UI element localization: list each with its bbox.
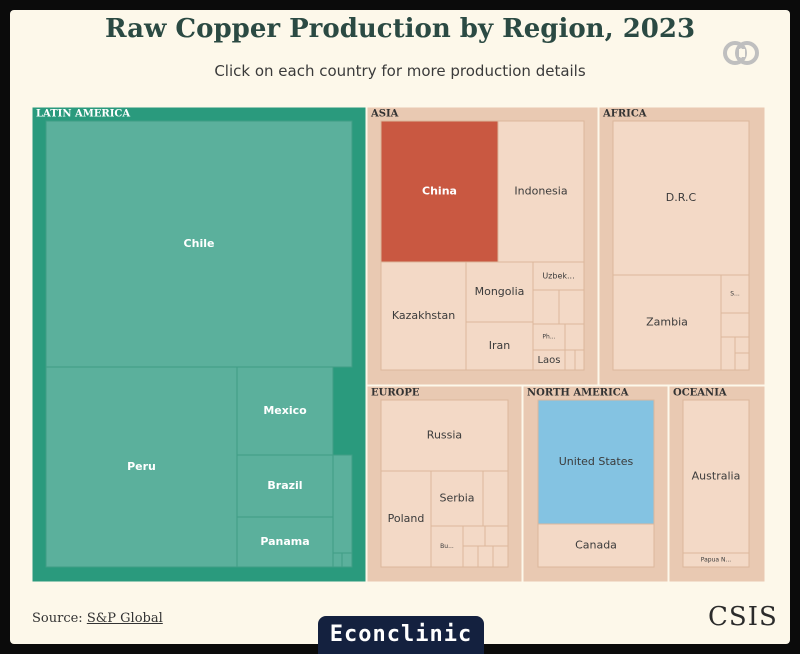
country-cell-ph[interactable] xyxy=(532,323,566,351)
filler-cell-asia-3[interactable] xyxy=(564,349,576,371)
filler-cell-asia-2[interactable] xyxy=(564,323,585,351)
filler-cell-africa-1[interactable] xyxy=(720,336,736,371)
country-label-mexico: Mexico xyxy=(263,404,307,417)
country-label-brazil: Brazil xyxy=(267,479,302,492)
country-cell-uzbek[interactable] xyxy=(532,261,585,291)
country-cell-china[interactable] xyxy=(380,120,499,263)
country-label-d-r-c: D.R.C xyxy=(666,191,697,204)
source-prefix: Source: xyxy=(32,611,87,626)
country-cell-canada[interactable] xyxy=(537,523,655,568)
filler-cell-latin-america-0[interactable] xyxy=(332,454,353,554)
country-label-zambia: Zambia xyxy=(646,316,688,329)
filler-cell-africa-3[interactable] xyxy=(734,352,750,371)
country-cell-brazil[interactable] xyxy=(236,454,334,518)
country-cell-papua-n[interactable] xyxy=(682,552,750,568)
region-label-north-america: NORTH AMERICA xyxy=(527,388,629,399)
country-label-chile: Chile xyxy=(184,237,215,250)
country-label-serbia: Serbia xyxy=(439,492,474,505)
country-label-indonesia: Indonesia xyxy=(514,185,567,198)
country-label-panama: Panama xyxy=(260,535,309,548)
filler-cell-europe-3[interactable] xyxy=(462,545,479,568)
country-label-uzbek: Uzbek... xyxy=(542,272,574,281)
country-cell-poland[interactable] xyxy=(380,470,432,568)
country-label-australia: Australia xyxy=(692,470,741,483)
country-label-laos: Laos xyxy=(537,355,560,366)
country-label-russia: Russia xyxy=(427,429,462,442)
country-cell-s[interactable] xyxy=(720,274,750,314)
filler-cell-africa-2[interactable] xyxy=(734,336,750,354)
country-label-china: China xyxy=(422,185,457,198)
country-cell-d-r-c[interactable] xyxy=(612,120,750,276)
country-cell-zambia[interactable] xyxy=(612,274,722,371)
filler-cell-asia-0[interactable] xyxy=(532,289,560,325)
country-label-kazakhstan: Kazakhstan xyxy=(392,309,455,322)
filler-cell-africa-0[interactable] xyxy=(720,312,750,338)
filler-cell-europe-1[interactable] xyxy=(462,525,486,547)
country-label-ph: Ph... xyxy=(542,334,555,341)
region-label-europe: EUROPE xyxy=(371,388,420,399)
country-label-poland: Poland xyxy=(388,512,425,525)
filler-cell-europe-2[interactable] xyxy=(484,525,509,547)
region-label-asia: ASIA xyxy=(370,109,399,120)
country-cell-panama[interactable] xyxy=(236,516,334,568)
country-label-s: S... xyxy=(730,291,740,298)
country-cell-chile[interactable] xyxy=(45,120,353,368)
country-label-united-states: United States xyxy=(559,455,634,468)
region-label-latin-america: LATIN AMERICA xyxy=(36,109,130,120)
country-cell-australia[interactable] xyxy=(682,399,750,554)
filler-cell-asia-1[interactable] xyxy=(558,289,585,325)
country-label-mongolia: Mongolia xyxy=(475,285,525,298)
filler-cell-latin-america-1[interactable] xyxy=(332,552,343,568)
country-cell-russia[interactable] xyxy=(380,399,509,472)
source-link[interactable]: S&P Global xyxy=(86,611,163,626)
region-label-africa: AFRICA xyxy=(602,109,647,120)
country-label-papua-n: Papua N... xyxy=(701,557,732,564)
country-cell-mexico[interactable] xyxy=(236,366,334,456)
filler-cell-europe-5[interactable] xyxy=(492,545,509,568)
country-cell-united-states[interactable] xyxy=(537,399,655,525)
country-cell-indonesia[interactable] xyxy=(497,120,585,263)
country-cell-mongolia[interactable] xyxy=(465,261,534,323)
country-label-bu: Bu... xyxy=(440,543,454,550)
source-line: Source: S&P Global xyxy=(32,611,163,626)
country-label-peru: Peru xyxy=(127,460,156,473)
country-label-iran: Iran xyxy=(489,339,511,352)
watermark-banner: Econclinic xyxy=(318,616,484,654)
filler-cell-europe-4[interactable] xyxy=(477,545,494,568)
country-cell-iran[interactable] xyxy=(465,321,534,371)
filler-cell-asia-4[interactable] xyxy=(574,349,585,371)
filler-cell-europe-0[interactable] xyxy=(482,470,509,527)
brand-logo-text: CSIS xyxy=(708,602,778,632)
region-label-oceania: OCEANIA xyxy=(673,388,727,399)
country-cell-kazakhstan[interactable] xyxy=(380,261,467,371)
filler-cell-latin-america-2[interactable] xyxy=(341,552,353,568)
chart-title: Raw Copper Production by Region, 2023 xyxy=(104,14,696,44)
country-label-canada: Canada xyxy=(575,539,617,552)
chart-subtitle: Click on each country for more productio… xyxy=(214,62,586,80)
country-cell-bu[interactable] xyxy=(430,525,464,568)
csis-logo-icon xyxy=(723,41,759,65)
